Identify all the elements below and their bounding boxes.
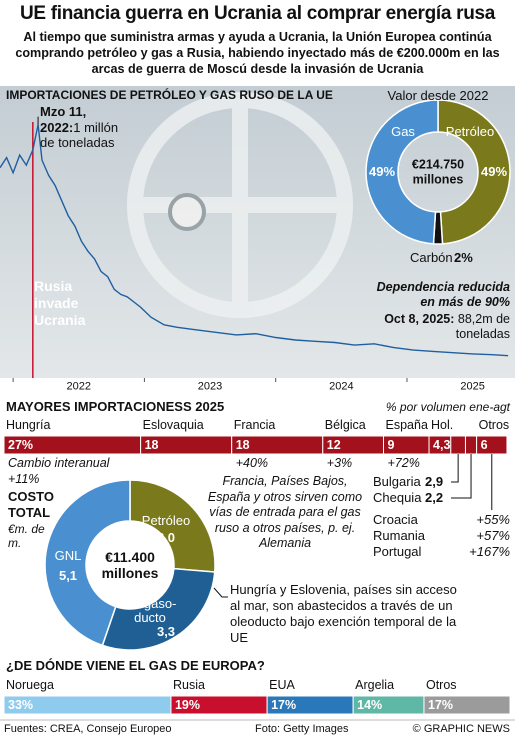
- connector: [451, 454, 459, 483]
- donut-subtitle: €m. de m.: [8, 522, 45, 551]
- value-label: 19%: [174, 698, 200, 712]
- category-label: Argelia: [355, 678, 395, 692]
- value-label: 18: [144, 438, 159, 452]
- value-label: 14%: [357, 698, 383, 712]
- bar-segment: [450, 435, 466, 455]
- value-label: 17%: [271, 698, 297, 712]
- section-title: ¿DE DÓNDE VIENE EL GAS DE EUROPA?: [6, 658, 265, 673]
- connector: [451, 454, 472, 499]
- segment-label: Petróleo: [445, 124, 495, 139]
- other-change: +55%: [476, 512, 510, 527]
- value-label: 2%: [454, 250, 473, 265]
- category-label: Rusia: [172, 678, 205, 692]
- value-label: 2,2: [425, 490, 444, 505]
- end-text: 88,2m de toneladas: [455, 312, 510, 341]
- credit: © GRAPHIC NEWS: [412, 723, 510, 735]
- value-label: 49%: [368, 164, 396, 180]
- donut-segment: [44, 479, 131, 647]
- category-label: España: [385, 418, 428, 432]
- segment-label: Chequia: [373, 490, 422, 505]
- category-label: EUA: [269, 678, 295, 692]
- value-label: 6: [480, 438, 488, 452]
- donut-segment: [437, 99, 511, 245]
- segment-label: Gas: [391, 124, 415, 139]
- sources: Fuentes: CREA, Consejo Europeo: [4, 723, 172, 735]
- value-label: 49%: [480, 164, 508, 180]
- x-tick-label: 2023: [197, 380, 223, 393]
- end-annotation: Oct 8, 2025: 88,2m de toneladas: [380, 312, 510, 342]
- value-label: 17%: [427, 698, 453, 712]
- value-label: 5,1: [58, 568, 78, 584]
- category-label: Otros: [425, 678, 457, 692]
- segment-label: Carbón: [410, 250, 453, 265]
- title: UE financia guerra en Ucrania al comprar…: [19, 3, 496, 24]
- value-label: 12: [326, 438, 341, 452]
- center-label: €214.750 millones: [411, 157, 465, 187]
- value-label: 9: [387, 438, 395, 452]
- change-label: +72%: [387, 456, 420, 470]
- section-subtitle: % por volumen ene-agt: [385, 400, 510, 414]
- subtitle: Al tiempo que suministra armas y ayuda a…: [15, 30, 500, 76]
- section-title: MAYORES IMPORTACIONESS 2025: [6, 399, 225, 414]
- segment-label: Bulgaria: [373, 474, 421, 489]
- value-label: 3,3: [156, 624, 176, 640]
- value-label: 2,9: [425, 474, 444, 489]
- category-label: Bélgica: [324, 418, 366, 432]
- peak-date: Mzo 11, 2022:: [40, 104, 87, 135]
- category-label: Otros: [478, 418, 510, 432]
- other-name: Croacia: [373, 512, 418, 527]
- donut-title: Valor desde 2022: [387, 88, 489, 103]
- change-label: +40%: [235, 456, 269, 470]
- change-title: Cambio interanual: [8, 456, 110, 470]
- peak-text: 1 millón de toneladas: [40, 119, 119, 151]
- category-label: Noruega: [6, 678, 54, 692]
- photo-decoration: [127, 92, 353, 318]
- x-tick-label: 2024: [329, 380, 354, 393]
- x-tick-label: 2025: [460, 380, 485, 393]
- segment-label: GNL: [54, 548, 82, 563]
- segment-label: De gaso-ducto: [123, 596, 177, 625]
- line: [0, 124, 509, 357]
- photo-credit: Foto: Getty Images: [255, 723, 349, 735]
- value-label: 27%: [8, 438, 34, 452]
- value-label: 33%: [8, 698, 34, 712]
- other-name: Portugal: [373, 544, 422, 559]
- value-label: 3,0: [156, 530, 176, 546]
- donut-segment: [365, 99, 439, 245]
- value-label: 18: [235, 438, 250, 452]
- peak-annotation: Mzo 11, 2022:1 millón de toneladas: [40, 104, 130, 151]
- center-label: €11.400 millones: [101, 549, 159, 581]
- change-label: +3%: [326, 456, 353, 470]
- segment-label: Petróleo: [141, 513, 191, 528]
- x-tick-label: 2022: [66, 380, 92, 393]
- category-label: Hol.: [431, 418, 454, 432]
- donut-segment: [129, 479, 216, 573]
- other-change: +57%: [476, 528, 510, 543]
- category-label: Hungría: [6, 418, 51, 432]
- value-label: 4,3: [433, 438, 451, 452]
- bar-segment: [464, 435, 478, 455]
- category-label: Francia: [233, 418, 276, 432]
- other-name: Rumania: [373, 528, 426, 543]
- axis-band: [0, 378, 515, 395]
- donut-segment: [101, 567, 216, 651]
- other-change: +167%: [469, 544, 510, 559]
- note: Hungría y Eslovenia, países sin acceso a…: [230, 582, 457, 645]
- change-label: +11%: [8, 472, 40, 486]
- bar-segment: [423, 695, 511, 715]
- note: Francia, Países Bajos, España y otros si…: [207, 474, 363, 550]
- note: Dependencia reducida en más de 90%: [376, 280, 510, 309]
- end-date: Oct 8, 2025:: [384, 312, 455, 326]
- event-annotation: Rusia invade Ucrania: [34, 278, 86, 328]
- category-label: Eslovaquia: [142, 418, 204, 432]
- connector: [213, 587, 228, 598]
- chart-title: IMPORTACIONES DE PETRÓLEO Y GAS RUSO DE …: [6, 88, 333, 102]
- donut-title: COSTO TOTAL: [8, 489, 54, 520]
